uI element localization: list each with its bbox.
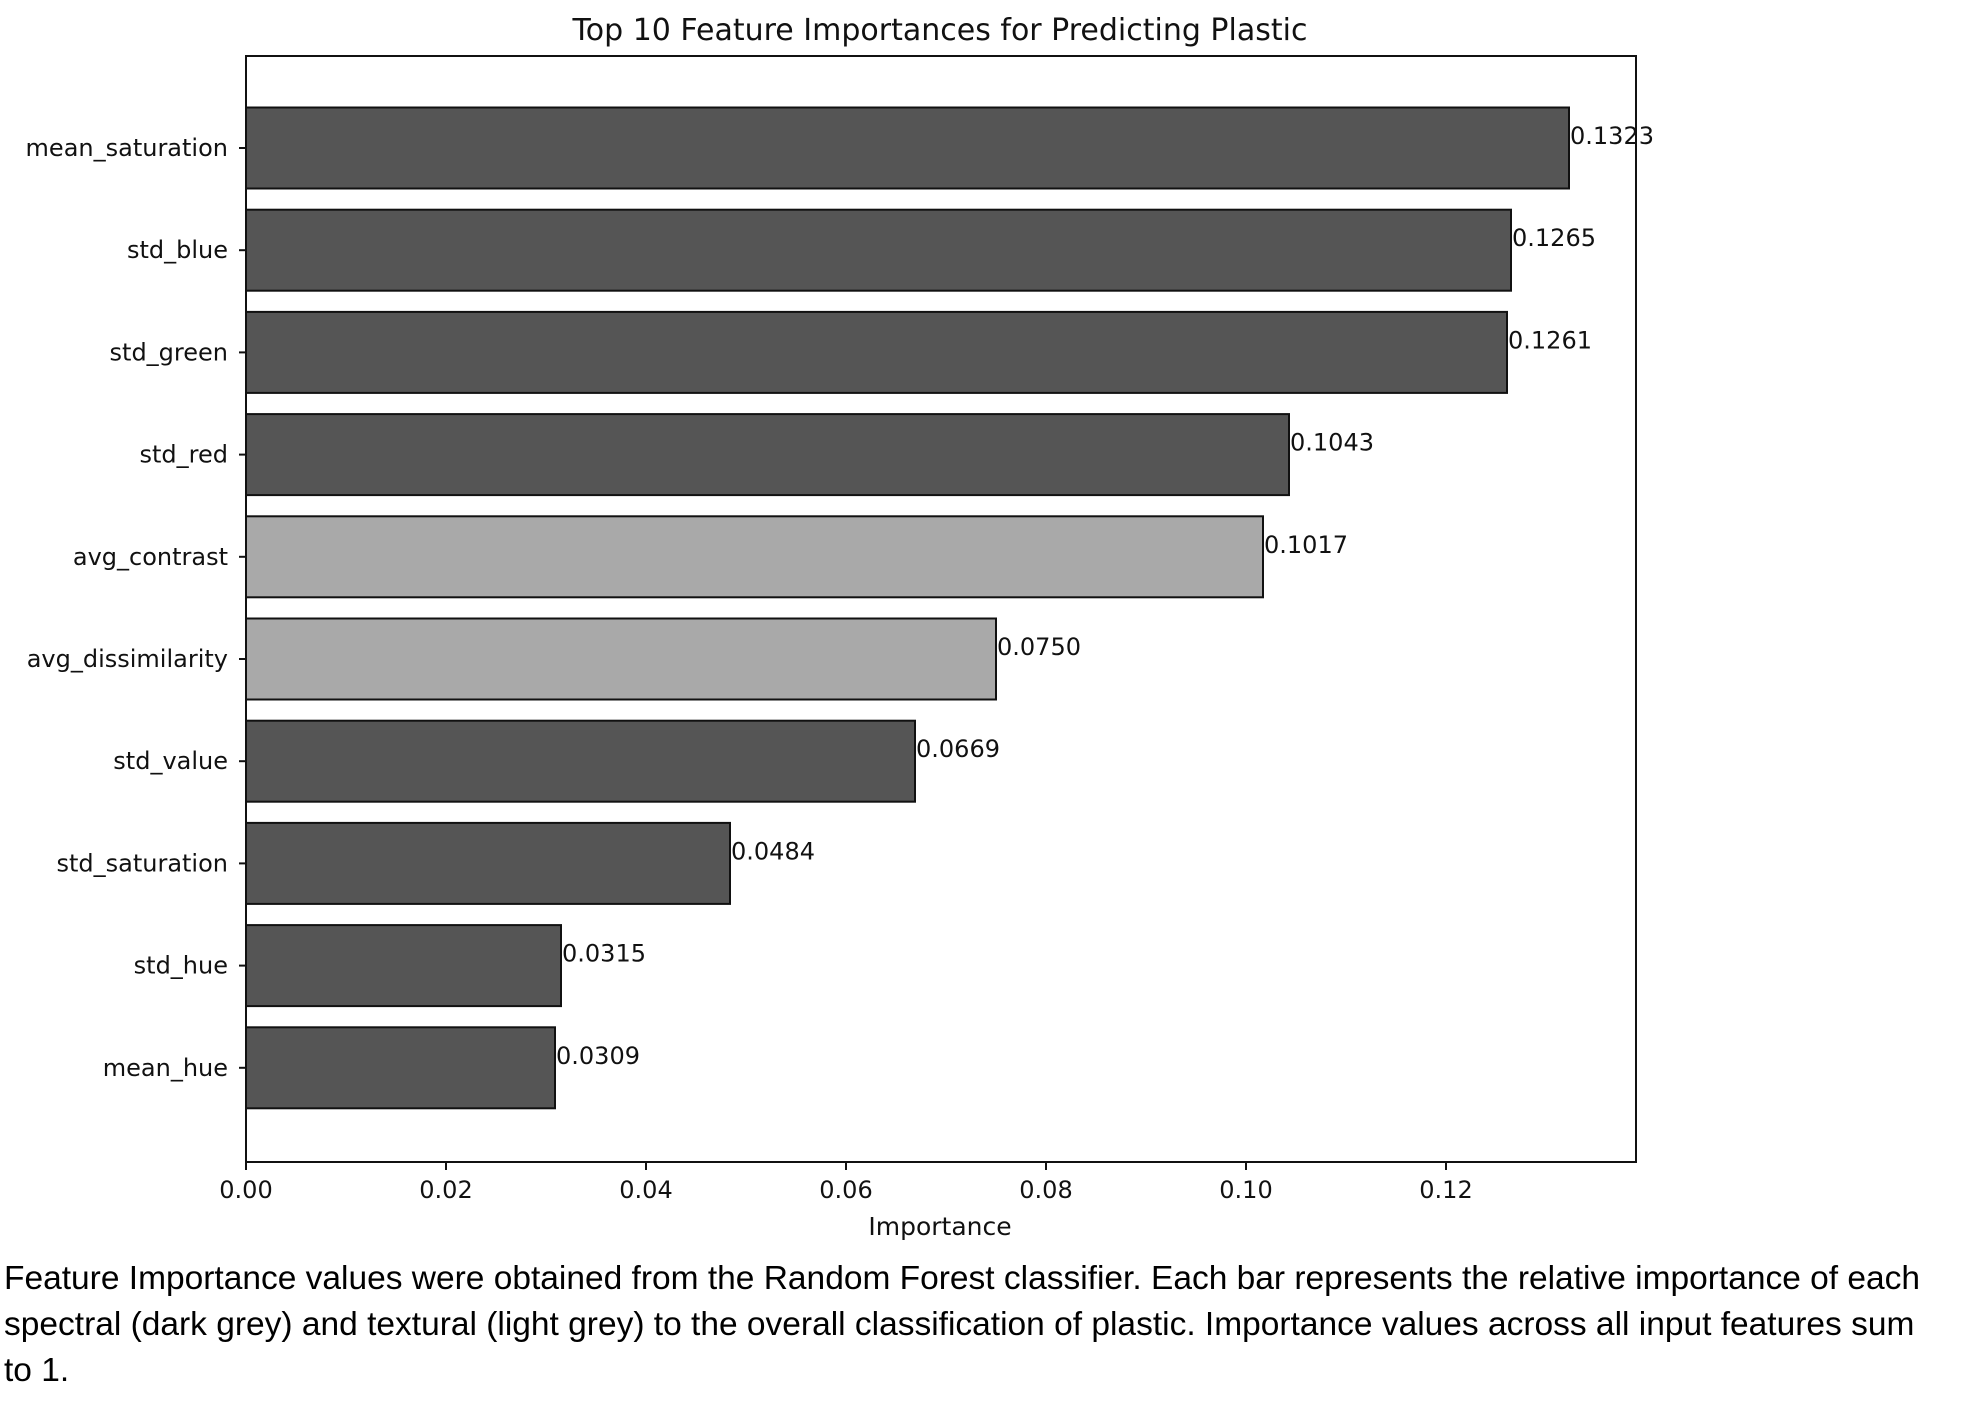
y-tick-label: avg_dissimilarity: [27, 645, 228, 673]
bar-value-label: 0.1261: [1508, 326, 1592, 354]
bar-avg-contrast: [245, 515, 1264, 599]
bar-value-label: 0.1265: [1512, 224, 1596, 252]
feature-importance-chart: Top 10 Feature Importances for Predictin…: [26, 13, 1654, 1241]
bar-value-label: 0.0309: [556, 1042, 640, 1070]
chart-title: Top 10 Feature Importances for Predictin…: [572, 13, 1308, 48]
y-tick-label: std_red: [140, 441, 229, 469]
bar-mean-saturation: [245, 106, 1570, 190]
y-tick-label: mean_saturation: [26, 134, 228, 162]
bar-value-label: 0.0315: [562, 940, 646, 968]
bar-std-value: [245, 719, 916, 803]
bar-std-blue: [245, 208, 1512, 292]
bar-std-saturation: [245, 821, 731, 905]
x-axis-ticks: 0.00 0.02 0.04 0.06 0.08 0.10 0.12: [219, 1162, 1473, 1204]
bar-std-green: [245, 310, 1508, 394]
plot-area-frame: [245, 55, 1637, 1163]
bar-mean-hue: [245, 1026, 556, 1110]
x-tick-label: 0.08: [1019, 1176, 1072, 1204]
bar-value-label: 0.1017: [1264, 531, 1348, 559]
y-tick-label: std_blue: [127, 236, 228, 264]
x-axis-label: Importance: [868, 1212, 1011, 1241]
bar-avg-dissimilarity: [245, 617, 997, 701]
bar-std-hue: [245, 924, 562, 1008]
x-tick-label: 0.12: [1419, 1176, 1472, 1204]
bar-std-red: [245, 413, 1290, 497]
figure-caption: Feature Importance values were obtained …: [4, 1260, 1921, 1389]
bar-value-label: 0.0484: [731, 837, 815, 865]
x-tick-label: 0.04: [619, 1176, 672, 1204]
bars-layer: 0.1323 0.1265 0.1261 0.1043 0.1017 0.0750 0.06…: [245, 106, 1654, 1110]
bar-value-label: 0.1323: [1570, 122, 1654, 150]
x-tick-label: 0.00: [219, 1176, 272, 1204]
bar-value-label: 0.0669: [916, 735, 1000, 763]
x-tick-label: 0.06: [819, 1176, 872, 1204]
y-tick-label: std_value: [113, 747, 228, 775]
x-tick-label: 0.02: [419, 1176, 472, 1204]
y-axis-ticks: mean_saturation std_blue std_green std_reda…: [26, 134, 246, 1082]
bar-value-label: 0.0750: [997, 633, 1081, 661]
bar-value-label: 0.1043: [1290, 429, 1374, 457]
x-tick-label: 0.10: [1219, 1176, 1272, 1204]
y-tick-label: std_saturation: [56, 849, 228, 877]
y-tick-label: avg_contrast: [73, 543, 228, 571]
y-tick-label: mean_hue: [103, 1054, 228, 1082]
y-tick-label: std_green: [110, 338, 228, 366]
y-tick-label: std_hue: [134, 952, 228, 980]
